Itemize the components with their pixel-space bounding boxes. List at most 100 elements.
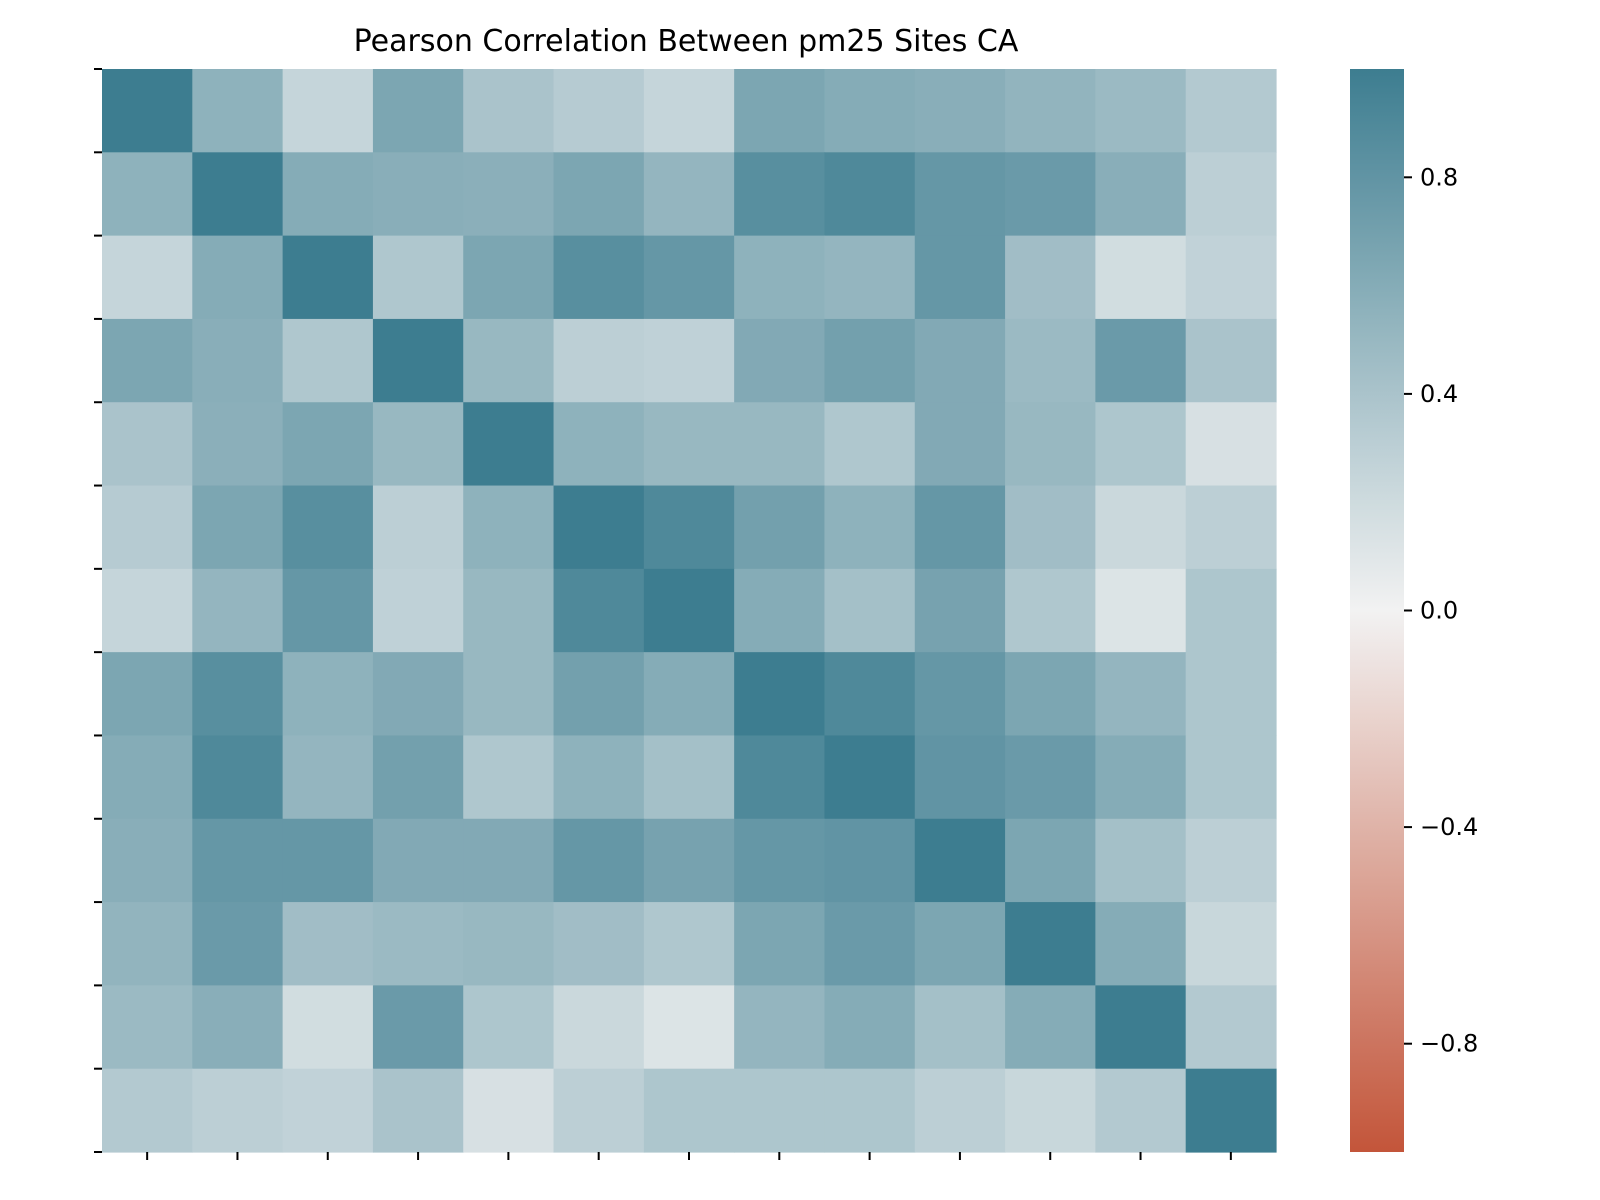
heatmap-cell-r8-c6 [643,735,735,820]
heatmap-cell-r5-c4 [463,485,555,570]
heatmap-cell-r11-c0 [102,985,193,1070]
colorbar-tick-label: −0.4 [1420,813,1478,841]
heatmap-cell-r9-c4 [463,818,555,903]
heatmap-cell-r9-c5 [553,818,645,903]
heatmap-cell-r5-c5 [553,485,645,570]
heatmap-cell-r10-c7 [734,902,826,986]
heatmap-cell-r4-c2 [282,402,374,487]
heatmap-cell-r0-c8 [824,69,916,153]
heatmap-cell-r3-c9 [914,318,1006,403]
heatmap-cell-r7-c3 [372,652,464,737]
heatmap-cell-r10-c10 [1005,902,1096,986]
heatmap-cell-r0-c6 [643,69,735,153]
heatmap-cell-r6-c1 [192,568,284,653]
heatmap-cell-r9-c11 [1095,818,1187,903]
heatmap-cell-r11-c3 [372,985,464,1070]
heatmap-cell-r5-c1 [192,485,284,570]
heatmap-cell-r7-c0 [102,652,193,737]
heatmap-cell-r7-c1 [192,652,284,737]
heatmap-cell-r5-c10 [1005,485,1096,570]
heatmap-cell-r5-c0 [102,485,193,570]
heatmap-cell-r6-c10 [1005,568,1096,653]
heatmap-cell-r8-c2 [282,735,374,820]
heatmap-cell-r5-c6 [643,485,735,570]
heatmap-cell-r7-c4 [463,652,555,737]
heatmap-cell-r12-c10 [1005,1068,1096,1153]
heatmap-cell-r6-c12 [1185,568,1277,653]
heatmap-cells [102,69,1277,1153]
heatmap-cell-r5-c9 [914,485,1006,570]
heatmap-cell-r11-c8 [824,985,916,1070]
heatmap-cell-r8-c9 [914,735,1006,820]
colorbar [1350,69,1404,1152]
heatmap-cell-r3-c5 [553,318,645,403]
heatmap-cell-r6-c5 [553,568,645,653]
heatmap-cell-r2-c0 [102,235,193,320]
heatmap-cell-r0-c10 [1005,69,1096,153]
heatmap-cell-r6-c0 [102,568,193,653]
heatmap-cell-r4-c11 [1095,402,1187,487]
heatmap-cell-r6-c9 [914,568,1006,653]
heatmap-cell-r9-c12 [1185,818,1277,903]
heatmap-cell-r8-c12 [1185,735,1277,820]
heatmap-cell-r11-c6 [643,985,735,1070]
heatmap-cell-r6-c3 [372,568,464,653]
heatmap-cell-r12-c2 [282,1068,374,1153]
heatmap-cell-r11-c5 [553,985,645,1070]
heatmap-cell-r7-c12 [1185,652,1277,737]
heatmap-cell-r0-c0 [102,69,193,153]
heatmap-cell-r3-c1 [192,318,284,403]
x-axis-ticks [146,1152,1232,1160]
heatmap-cell-r8-c4 [463,735,555,820]
heatmap-cell-r0-c9 [914,69,1006,153]
heatmap-cell-r10-c0 [102,902,193,986]
heatmap-cell-r4-c0 [102,402,193,487]
heatmap-cell-r9-c6 [643,818,735,903]
colorbar-tick-label: 0.8 [1420,163,1458,191]
heatmap-cell-r8-c1 [192,735,284,820]
heatmap-cell-r11-c9 [914,985,1006,1070]
heatmap-cell-r2-c3 [372,235,464,320]
heatmap-cell-r1-c11 [1095,152,1187,237]
heatmap-cell-r3-c8 [824,318,916,403]
heatmap-cell-r10-c8 [824,902,916,986]
heatmap-cell-r11-c11 [1095,985,1187,1070]
heatmap-cell-r1-c12 [1185,152,1277,237]
colorbar-tick-label: 0.0 [1420,597,1458,625]
heatmap-cell-r9-c7 [734,818,826,903]
heatmap-cell-r5-c11 [1095,485,1187,570]
heatmap-cell-r6-c7 [734,568,826,653]
heatmap-cell-r6-c6 [643,568,735,653]
heatmap-cell-r12-c12 [1185,1068,1277,1153]
heatmap-cell-r1-c4 [463,152,555,237]
y-axis-ticks [94,68,102,1153]
heatmap-cell-r8-c5 [553,735,645,820]
heatmap-cell-r12-c11 [1095,1068,1187,1153]
heatmap-cell-r2-c9 [914,235,1006,320]
heatmap-cell-r10-c6 [643,902,735,986]
heatmap-cell-r0-c7 [734,69,826,153]
heatmap-cell-r6-c11 [1095,568,1187,653]
chart-title: Pearson Correlation Between pm25 Sites C… [354,24,1019,59]
colorbar-tick-label: 0.4 [1420,380,1458,408]
heatmap-cell-r12-c8 [824,1068,916,1153]
heatmap-cell-r8-c0 [102,735,193,820]
heatmap-cell-r11-c10 [1005,985,1096,1070]
heatmap-cell-r5-c8 [824,485,916,570]
heatmap-cell-r10-c12 [1185,902,1277,986]
heatmap-cell-r1-c7 [734,152,826,237]
heatmap-cell-r6-c8 [824,568,916,653]
heatmap-cell-r8-c8 [824,735,916,820]
heatmap-cell-r7-c11 [1095,652,1187,737]
heatmap-cell-r10-c2 [282,902,374,986]
heatmap-cell-r4-c12 [1185,402,1277,487]
heatmap-cell-r11-c7 [734,985,826,1070]
heatmap-cell-r11-c1 [192,985,284,1070]
heatmap-cell-r6-c4 [463,568,555,653]
heatmap-cell-r1-c6 [643,152,735,237]
heatmap-cell-r3-c7 [734,318,826,403]
heatmap-cell-r2-c4 [463,235,555,320]
heatmap-cell-r10-c1 [192,902,284,986]
heatmap-cell-r3-c3 [372,318,464,403]
heatmap-cell-r4-c10 [1005,402,1096,487]
